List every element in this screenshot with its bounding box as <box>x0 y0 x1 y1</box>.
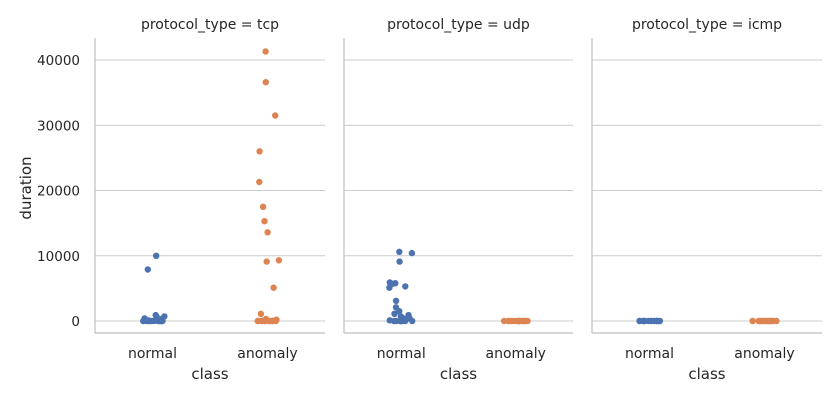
data-point <box>386 284 393 291</box>
data-point <box>262 48 269 55</box>
x-tick-label: normal <box>128 346 177 362</box>
x-tick-label: anomaly <box>486 346 546 362</box>
facet-title: protocol_type = tcp <box>141 17 279 33</box>
data-point <box>272 112 279 119</box>
x-tick-label: normal <box>625 346 674 362</box>
x-tick-label: anomaly <box>237 346 297 362</box>
data-point <box>765 317 773 325</box>
data-point <box>639 317 647 325</box>
facet-title: protocol_type = icmp <box>632 17 782 33</box>
y-tick-label: 0 <box>71 314 80 330</box>
data-point <box>269 317 276 325</box>
data-point <box>521 317 528 325</box>
data-point <box>398 317 405 325</box>
data-point <box>408 249 416 257</box>
data-point <box>264 229 271 236</box>
y-axis-label: duration <box>17 156 35 219</box>
data-point <box>153 252 160 259</box>
data-point <box>259 203 267 210</box>
data-point <box>391 310 398 317</box>
data-point <box>261 317 269 325</box>
data-point <box>256 148 263 155</box>
data-point <box>396 308 403 315</box>
data-point <box>653 317 660 325</box>
data-point <box>275 257 283 264</box>
data-point <box>402 283 409 290</box>
data-point <box>396 248 403 255</box>
data-point <box>261 218 268 225</box>
data-point <box>749 317 756 325</box>
data-point <box>257 310 265 317</box>
data-point <box>144 266 151 273</box>
data-point <box>263 258 270 265</box>
data-point <box>755 317 762 325</box>
y-tick-label: 10000 <box>37 249 80 265</box>
x-tick-label: anomaly <box>734 346 794 362</box>
data-point <box>392 297 400 304</box>
y-tick-label: 40000 <box>37 53 80 69</box>
data-point <box>505 317 512 325</box>
x-axis-label: class <box>191 365 228 383</box>
y-tick-label: 20000 <box>37 184 80 200</box>
data-point <box>409 317 416 325</box>
data-point <box>256 178 263 186</box>
data-point <box>146 317 153 325</box>
data-point <box>396 258 403 265</box>
y-tick-label: 30000 <box>37 118 80 134</box>
data-point <box>270 284 277 291</box>
data-point <box>158 317 165 325</box>
facet-title: protocol_type = udp <box>387 17 530 33</box>
data-point <box>516 317 524 325</box>
x-tick-label: normal <box>377 346 426 362</box>
x-axis-label: class <box>440 365 477 383</box>
data-point <box>390 317 398 325</box>
x-axis-label: class <box>688 365 725 383</box>
data-point <box>262 79 269 86</box>
